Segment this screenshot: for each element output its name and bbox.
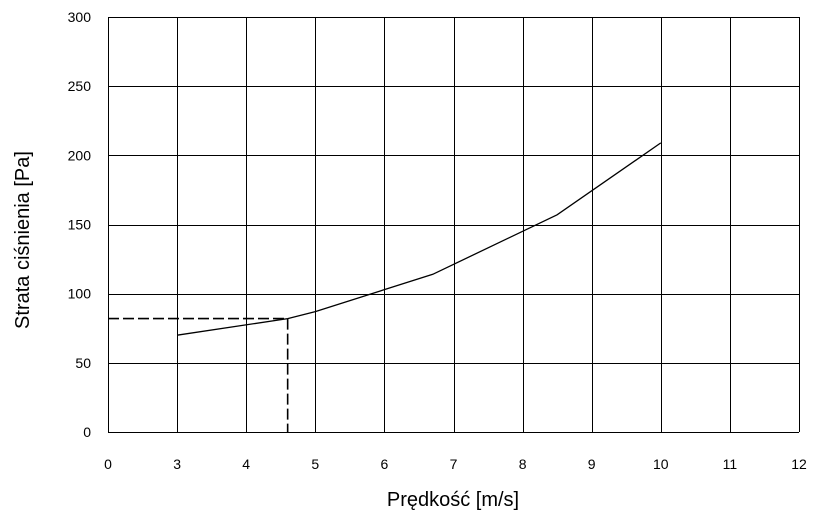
grid	[108, 17, 800, 433]
x-tick-label: 5	[311, 456, 319, 472]
x-tick-label: 6	[381, 456, 389, 472]
y-tick-label: 50	[75, 355, 91, 371]
y-axis-ticks: 0 50 100 150 200 250 300	[68, 9, 92, 440]
x-tick-label: 11	[723, 456, 738, 472]
x-tick-label: 0	[104, 456, 112, 472]
y-tick-label: 150	[68, 217, 92, 233]
y-tick-label: 0	[83, 424, 91, 440]
x-tick-label: 8	[519, 456, 527, 472]
y-tick-label: 300	[68, 9, 92, 25]
y-tick-label: 200	[68, 147, 92, 163]
x-axis-title: Prędkość [m/s]	[387, 489, 519, 511]
y-tick-label: 100	[68, 286, 92, 302]
x-tick-label: 12	[791, 456, 807, 472]
y-axis-title: Strata ciśnienia [Pa]	[12, 151, 34, 329]
x-tick-label: 10	[653, 456, 669, 472]
x-axis-ticks: 0 3 4 5 6 7 8 9 10 11 12	[104, 456, 807, 472]
series-line	[177, 142, 662, 336]
y-tick-label: 250	[68, 78, 92, 94]
x-tick-label: 4	[242, 456, 250, 472]
x-tick-label: 7	[450, 456, 458, 472]
guide-lines	[108, 317, 289, 432]
x-tick-label: 3	[173, 456, 181, 472]
x-tick-label: 9	[588, 456, 596, 472]
series-layer	[177, 142, 662, 336]
